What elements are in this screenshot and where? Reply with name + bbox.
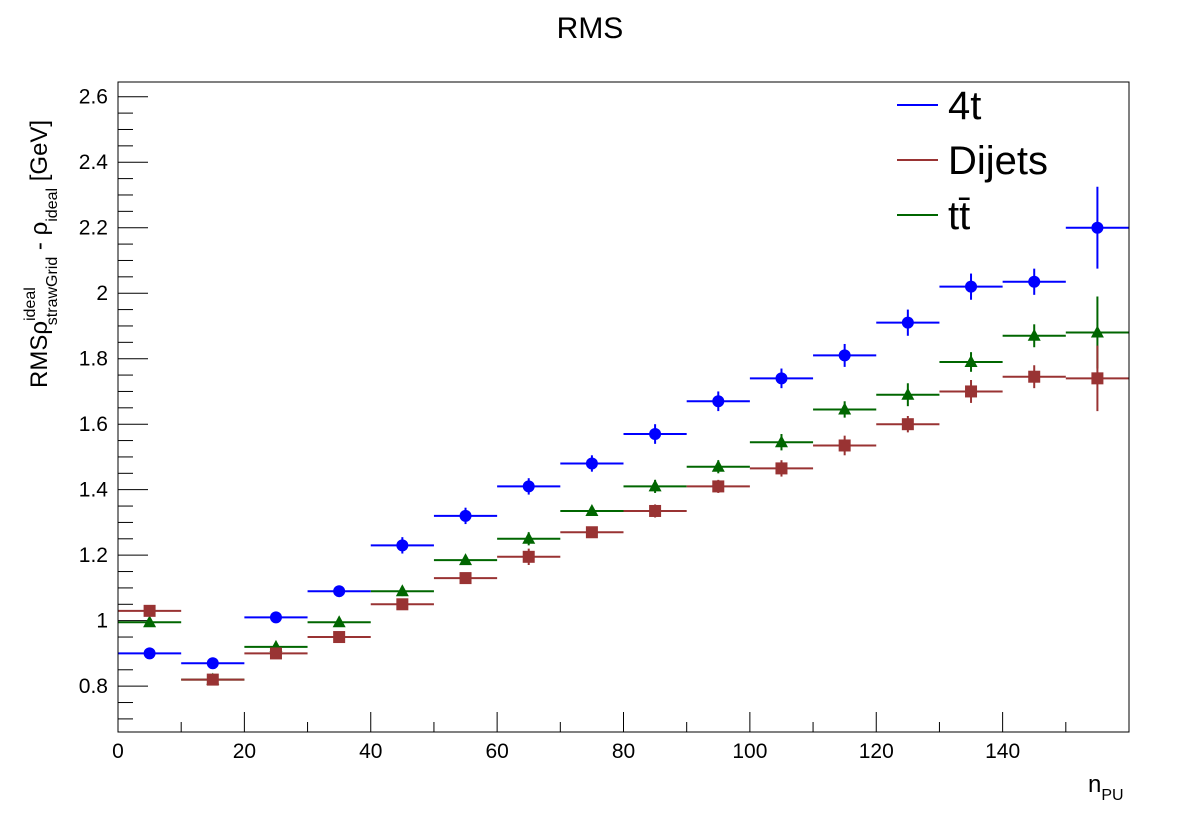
- data-point: [522, 531, 536, 544]
- data-point: [775, 462, 788, 475]
- data-point: [396, 598, 409, 611]
- data-point: [459, 509, 472, 522]
- data-point: [1091, 221, 1104, 234]
- legend-entry: 4t: [897, 84, 981, 128]
- data-point: [585, 503, 599, 516]
- x-tick-label: 100: [732, 740, 767, 763]
- y-axis-title-rho2: ρ: [26, 222, 53, 236]
- data-point: [585, 457, 598, 470]
- y-tick-label: 1: [96, 610, 108, 633]
- data-point: [901, 316, 914, 329]
- y-tick-label: 1.6: [79, 413, 108, 436]
- data-point: [648, 479, 662, 492]
- y-axis-title-rho1-sup: ideal: [22, 287, 39, 321]
- x-axis-title-sub: PU: [1101, 787, 1123, 804]
- data-point: [775, 372, 788, 385]
- legend-entry: tt̄: [897, 194, 970, 238]
- data-point: [711, 459, 725, 472]
- x-tick-label: 140: [985, 740, 1020, 763]
- data-point: [395, 584, 409, 597]
- x-tick-label: 20: [233, 740, 256, 763]
- data-point: [522, 480, 535, 493]
- series-0: [118, 186, 1129, 670]
- legend-label: 4t: [948, 84, 981, 128]
- legend-label: tt̄: [948, 194, 970, 238]
- data-point: [965, 280, 978, 293]
- x-tick-label: 80: [612, 740, 635, 763]
- chart-title: RMS: [557, 12, 624, 45]
- data-point: [712, 395, 725, 408]
- data-point: [459, 572, 472, 585]
- y-axis-title-minus: -: [26, 235, 53, 256]
- data-point: [964, 354, 978, 367]
- data-point: [206, 673, 219, 686]
- data-point: [649, 428, 662, 441]
- data-point: [332, 615, 346, 628]
- x-axis-title: nPU: [1088, 771, 1124, 804]
- data-point: [143, 604, 156, 617]
- y-tick-label: 1.2: [79, 544, 108, 567]
- data-point: [522, 550, 535, 563]
- data-point: [269, 611, 282, 624]
- y-axis-title-prefix: RMS: [26, 335, 53, 388]
- data-point: [838, 349, 851, 362]
- data-point: [774, 435, 788, 448]
- data-point: [396, 539, 409, 552]
- data-point: [649, 504, 662, 517]
- data-point: [965, 385, 978, 398]
- y-tick-label: 2.6: [79, 86, 108, 109]
- legend: 4t Dijets tt̄: [897, 84, 1048, 238]
- y-axis-title-rho1: ρ: [26, 321, 53, 335]
- y-tick-label: 0.8: [79, 675, 108, 698]
- data-point: [1090, 325, 1104, 338]
- y-tick-label: 2.4: [79, 151, 109, 174]
- data-point: [1028, 275, 1041, 288]
- y-tick-label: 2.2: [79, 217, 108, 240]
- legend-label: Dijets: [948, 139, 1048, 183]
- data-point: [206, 657, 219, 670]
- y-tick-label: 1.8: [79, 348, 108, 371]
- data-point: [838, 402, 852, 415]
- y-axis-title-rho2-sub: ideal: [44, 188, 61, 222]
- data-point: [1027, 328, 1041, 341]
- data-point: [1091, 372, 1104, 385]
- y-tick-label: 2: [96, 282, 108, 305]
- x-tick-label: 0: [112, 740, 124, 763]
- data-point: [1028, 370, 1041, 383]
- data-point: [585, 526, 598, 539]
- data-series: [118, 186, 1129, 686]
- data-point: [901, 387, 915, 400]
- data-point: [269, 647, 282, 660]
- x-tick-label: 40: [359, 740, 382, 763]
- data-point: [838, 439, 851, 452]
- data-point: [143, 647, 156, 660]
- plot-frame: [117, 81, 1130, 733]
- y-axis-title-unit: [GeV]: [26, 120, 53, 188]
- y-axis-title-rho1-sub: strawGrid: [44, 257, 61, 325]
- data-point: [712, 480, 725, 493]
- data-point: [901, 418, 914, 431]
- y-tick-label: 1.4: [79, 479, 109, 502]
- data-point: [333, 585, 346, 598]
- y-axis-title: RMSρideal strawGrid - ρideal [GeV]: [22, 120, 61, 388]
- x-tick-label: 120: [859, 740, 894, 763]
- tick-labels: 0 20 40 60 80 100 120 140 0.8 1 1.2 1.4 1.6 1.8 2 2.2 2.…: [79, 86, 1020, 763]
- series-1: [118, 345, 1129, 686]
- axis-ticks: [117, 96, 1067, 732]
- x-tick-label: 60: [485, 740, 508, 763]
- data-point: [333, 631, 346, 644]
- data-point: [459, 553, 473, 566]
- legend-entry: Dijets: [897, 139, 1048, 183]
- data-point: [143, 615, 157, 628]
- x-axis-title-main: n: [1088, 771, 1101, 798]
